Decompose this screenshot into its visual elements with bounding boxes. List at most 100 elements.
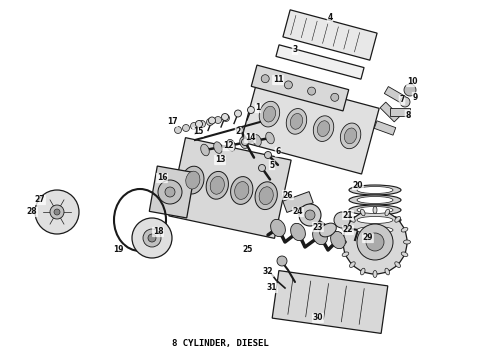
Circle shape: [343, 210, 407, 274]
Circle shape: [196, 121, 202, 127]
Ellipse shape: [210, 176, 224, 194]
Text: 21: 21: [343, 211, 353, 220]
Circle shape: [132, 218, 172, 258]
Circle shape: [158, 180, 182, 204]
Ellipse shape: [253, 135, 261, 146]
Ellipse shape: [357, 216, 393, 224]
Polygon shape: [149, 166, 195, 218]
Ellipse shape: [349, 195, 401, 205]
Text: 26: 26: [283, 190, 293, 199]
Text: 15: 15: [193, 127, 203, 136]
Circle shape: [261, 75, 269, 83]
Ellipse shape: [401, 228, 408, 232]
Text: 29: 29: [363, 234, 373, 243]
Ellipse shape: [373, 207, 377, 213]
Circle shape: [305, 210, 315, 220]
Ellipse shape: [373, 270, 377, 278]
Circle shape: [237, 126, 244, 134]
Circle shape: [308, 87, 316, 95]
Circle shape: [404, 84, 416, 96]
Ellipse shape: [235, 181, 249, 199]
Ellipse shape: [401, 252, 408, 257]
Polygon shape: [374, 121, 396, 135]
Polygon shape: [384, 86, 406, 103]
Circle shape: [54, 209, 60, 215]
Ellipse shape: [361, 209, 365, 216]
Ellipse shape: [341, 123, 361, 149]
Circle shape: [215, 117, 221, 123]
Text: 18: 18: [153, 228, 163, 237]
Polygon shape: [169, 138, 291, 238]
Ellipse shape: [313, 116, 334, 141]
Text: 1: 1: [255, 104, 261, 112]
Ellipse shape: [357, 197, 393, 203]
Ellipse shape: [313, 227, 327, 245]
Ellipse shape: [385, 268, 390, 275]
Polygon shape: [283, 10, 377, 60]
Text: 17: 17: [167, 117, 177, 126]
Circle shape: [265, 152, 271, 158]
Ellipse shape: [319, 223, 336, 237]
Text: 8: 8: [405, 111, 411, 120]
Ellipse shape: [385, 209, 390, 216]
Circle shape: [35, 190, 79, 234]
Text: 8 CYLINDER, DIESEL: 8 CYLINDER, DIESEL: [172, 339, 269, 348]
Ellipse shape: [342, 252, 349, 257]
Ellipse shape: [349, 215, 401, 225]
Ellipse shape: [357, 186, 393, 194]
Text: 32: 32: [263, 267, 273, 276]
Ellipse shape: [231, 177, 253, 204]
Text: 27: 27: [35, 195, 45, 204]
Circle shape: [400, 97, 410, 107]
Text: 28: 28: [26, 207, 37, 216]
Ellipse shape: [270, 219, 285, 237]
Ellipse shape: [349, 185, 401, 195]
Polygon shape: [380, 102, 400, 122]
Text: 11: 11: [273, 76, 283, 85]
Text: 10: 10: [407, 77, 417, 86]
Ellipse shape: [259, 101, 280, 127]
Text: 14: 14: [245, 134, 255, 143]
Ellipse shape: [286, 109, 307, 134]
Ellipse shape: [206, 171, 228, 199]
Text: 19: 19: [113, 246, 123, 255]
Circle shape: [277, 256, 287, 266]
Circle shape: [148, 234, 156, 242]
Ellipse shape: [214, 142, 222, 153]
Text: 5: 5: [270, 161, 274, 170]
Text: 4: 4: [327, 13, 333, 22]
Circle shape: [235, 110, 242, 117]
Circle shape: [221, 113, 228, 121]
Ellipse shape: [344, 128, 357, 144]
Text: 3: 3: [293, 45, 297, 54]
Ellipse shape: [240, 137, 248, 149]
Circle shape: [247, 107, 254, 113]
Ellipse shape: [259, 187, 273, 204]
Circle shape: [331, 93, 339, 101]
Circle shape: [143, 229, 161, 247]
Ellipse shape: [331, 231, 345, 249]
Polygon shape: [390, 108, 410, 116]
Text: 30: 30: [313, 314, 323, 323]
Text: 23: 23: [313, 222, 323, 231]
Text: 22: 22: [343, 225, 353, 234]
Circle shape: [366, 233, 384, 251]
Ellipse shape: [291, 223, 305, 241]
Ellipse shape: [361, 268, 365, 275]
Ellipse shape: [349, 216, 355, 222]
Ellipse shape: [357, 207, 393, 213]
Ellipse shape: [201, 144, 209, 156]
Ellipse shape: [263, 106, 275, 122]
Ellipse shape: [227, 139, 235, 151]
Text: 31: 31: [267, 284, 277, 292]
Text: 9: 9: [413, 93, 417, 102]
Text: 13: 13: [215, 156, 225, 165]
Circle shape: [222, 114, 229, 122]
Circle shape: [174, 126, 181, 134]
Circle shape: [357, 224, 393, 260]
Ellipse shape: [403, 240, 411, 244]
Ellipse shape: [255, 182, 277, 210]
Circle shape: [50, 205, 64, 219]
Ellipse shape: [342, 228, 349, 232]
Polygon shape: [276, 45, 364, 79]
